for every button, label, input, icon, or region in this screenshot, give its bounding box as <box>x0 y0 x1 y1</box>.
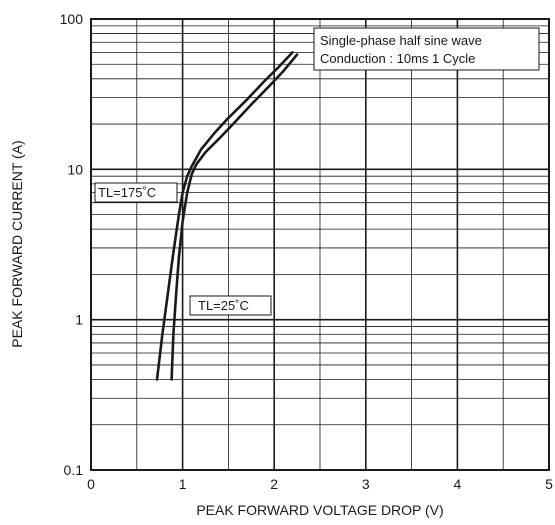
series-label-25: TL=25˚C <box>189 295 272 316</box>
x-tick-label: 5 <box>545 476 553 492</box>
series-label-175-text: TL=175˚C <box>98 185 156 200</box>
series-line-1 <box>155 51 294 381</box>
y-tick-label: 0.1 <box>64 462 84 478</box>
y-tick-label: 10 <box>67 161 83 177</box>
x-tick-label: 1 <box>179 476 187 492</box>
x-tick-label: 4 <box>454 476 462 492</box>
series-label-175: TL=175˚C <box>94 182 178 203</box>
note-line-1: Single-phase half sine wave <box>320 33 482 48</box>
y-tick-label: 1 <box>75 312 83 328</box>
series-label-175-box <box>94 182 178 203</box>
y-tick-labels: 0.1 1 10 100 <box>60 11 84 478</box>
curves <box>155 51 299 381</box>
grid <box>90 19 550 471</box>
x-tick-label: 0 <box>87 476 95 492</box>
x-tick-label: 2 <box>270 476 278 492</box>
note-box: Single-phase half sine wave Conduction :… <box>313 27 540 71</box>
series-label-25-text: TL=25˚C <box>198 298 249 313</box>
series-label-25-box <box>189 295 272 316</box>
note-line-2: Conduction : 10ms 1 Cycle <box>320 51 475 66</box>
y-tick-label: 100 <box>60 11 84 27</box>
x-tick-label: 3 <box>362 476 370 492</box>
series-line-2 <box>170 53 299 381</box>
x-tick-labels: 0 1 2 3 4 5 <box>87 476 553 492</box>
plot-frame <box>90 18 550 471</box>
x-axis-title: PEAK FORWARD VOLTAGE DROP (V) <box>196 502 443 518</box>
note-box-border <box>313 27 540 71</box>
y-axis-title: PEAK FORWARD CURRENT (A) <box>9 140 25 347</box>
